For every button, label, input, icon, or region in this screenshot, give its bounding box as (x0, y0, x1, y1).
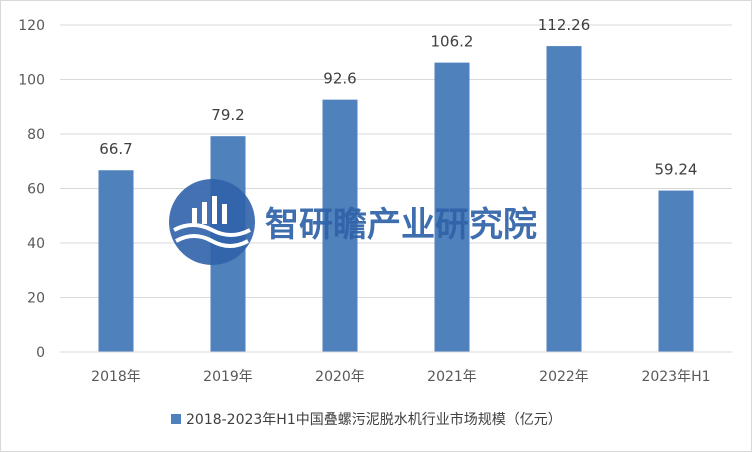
gridlines (60, 24, 732, 298)
bar (434, 62, 470, 352)
data-label: 112.26 (538, 16, 591, 34)
watermark: 智研瞻产业研究院 (169, 179, 537, 265)
data-label: 92.6 (323, 70, 356, 88)
bar (322, 99, 358, 352)
x-tick-label: 2019年 (203, 369, 253, 385)
y-tick-label: 100 (18, 73, 45, 89)
data-label: 106.2 (431, 33, 474, 51)
y-tick-label: 40 (27, 236, 45, 252)
legend: 2018-2023年H1中国叠螺污泥脱水机行业市场规模（亿元） (171, 411, 562, 428)
y-tick-label: 120 (18, 18, 45, 34)
x-tick-label: 2020年 (315, 369, 365, 385)
legend-label: 2018-2023年H1中国叠螺污泥脱水机行业市场规模（亿元） (186, 411, 562, 428)
x-tick-label: 2022年 (539, 369, 589, 385)
y-tick-label: 80 (27, 127, 45, 143)
data-label: 66.7 (99, 140, 132, 158)
y-tick-label: 20 (27, 291, 45, 307)
x-tick-label: 2021年 (427, 369, 477, 385)
data-label: 59.24 (655, 161, 698, 179)
y-tick-label: 0 (36, 345, 45, 361)
x-axis-ticks: 2018年 2019年 2020年 2021年 2022年 2023年H1 (91, 369, 710, 385)
bar (546, 46, 582, 353)
logo-icon (169, 179, 255, 265)
x-tick-label: 2018年 (91, 369, 141, 385)
y-tick-label: 60 (27, 182, 45, 198)
legend-swatch (171, 414, 181, 424)
watermark-text: 智研瞻产业研究院 (265, 205, 537, 245)
bar (98, 170, 134, 352)
bar (658, 190, 694, 352)
data-label: 79.2 (211, 106, 244, 124)
data-labels: 66.7 79.2 92.6 106.2 112.26 59.24 (99, 16, 697, 178)
y-axis-ticks: 0 20 40 60 80 100 120 (18, 18, 45, 361)
x-tick-label: 2023年H1 (641, 369, 710, 385)
